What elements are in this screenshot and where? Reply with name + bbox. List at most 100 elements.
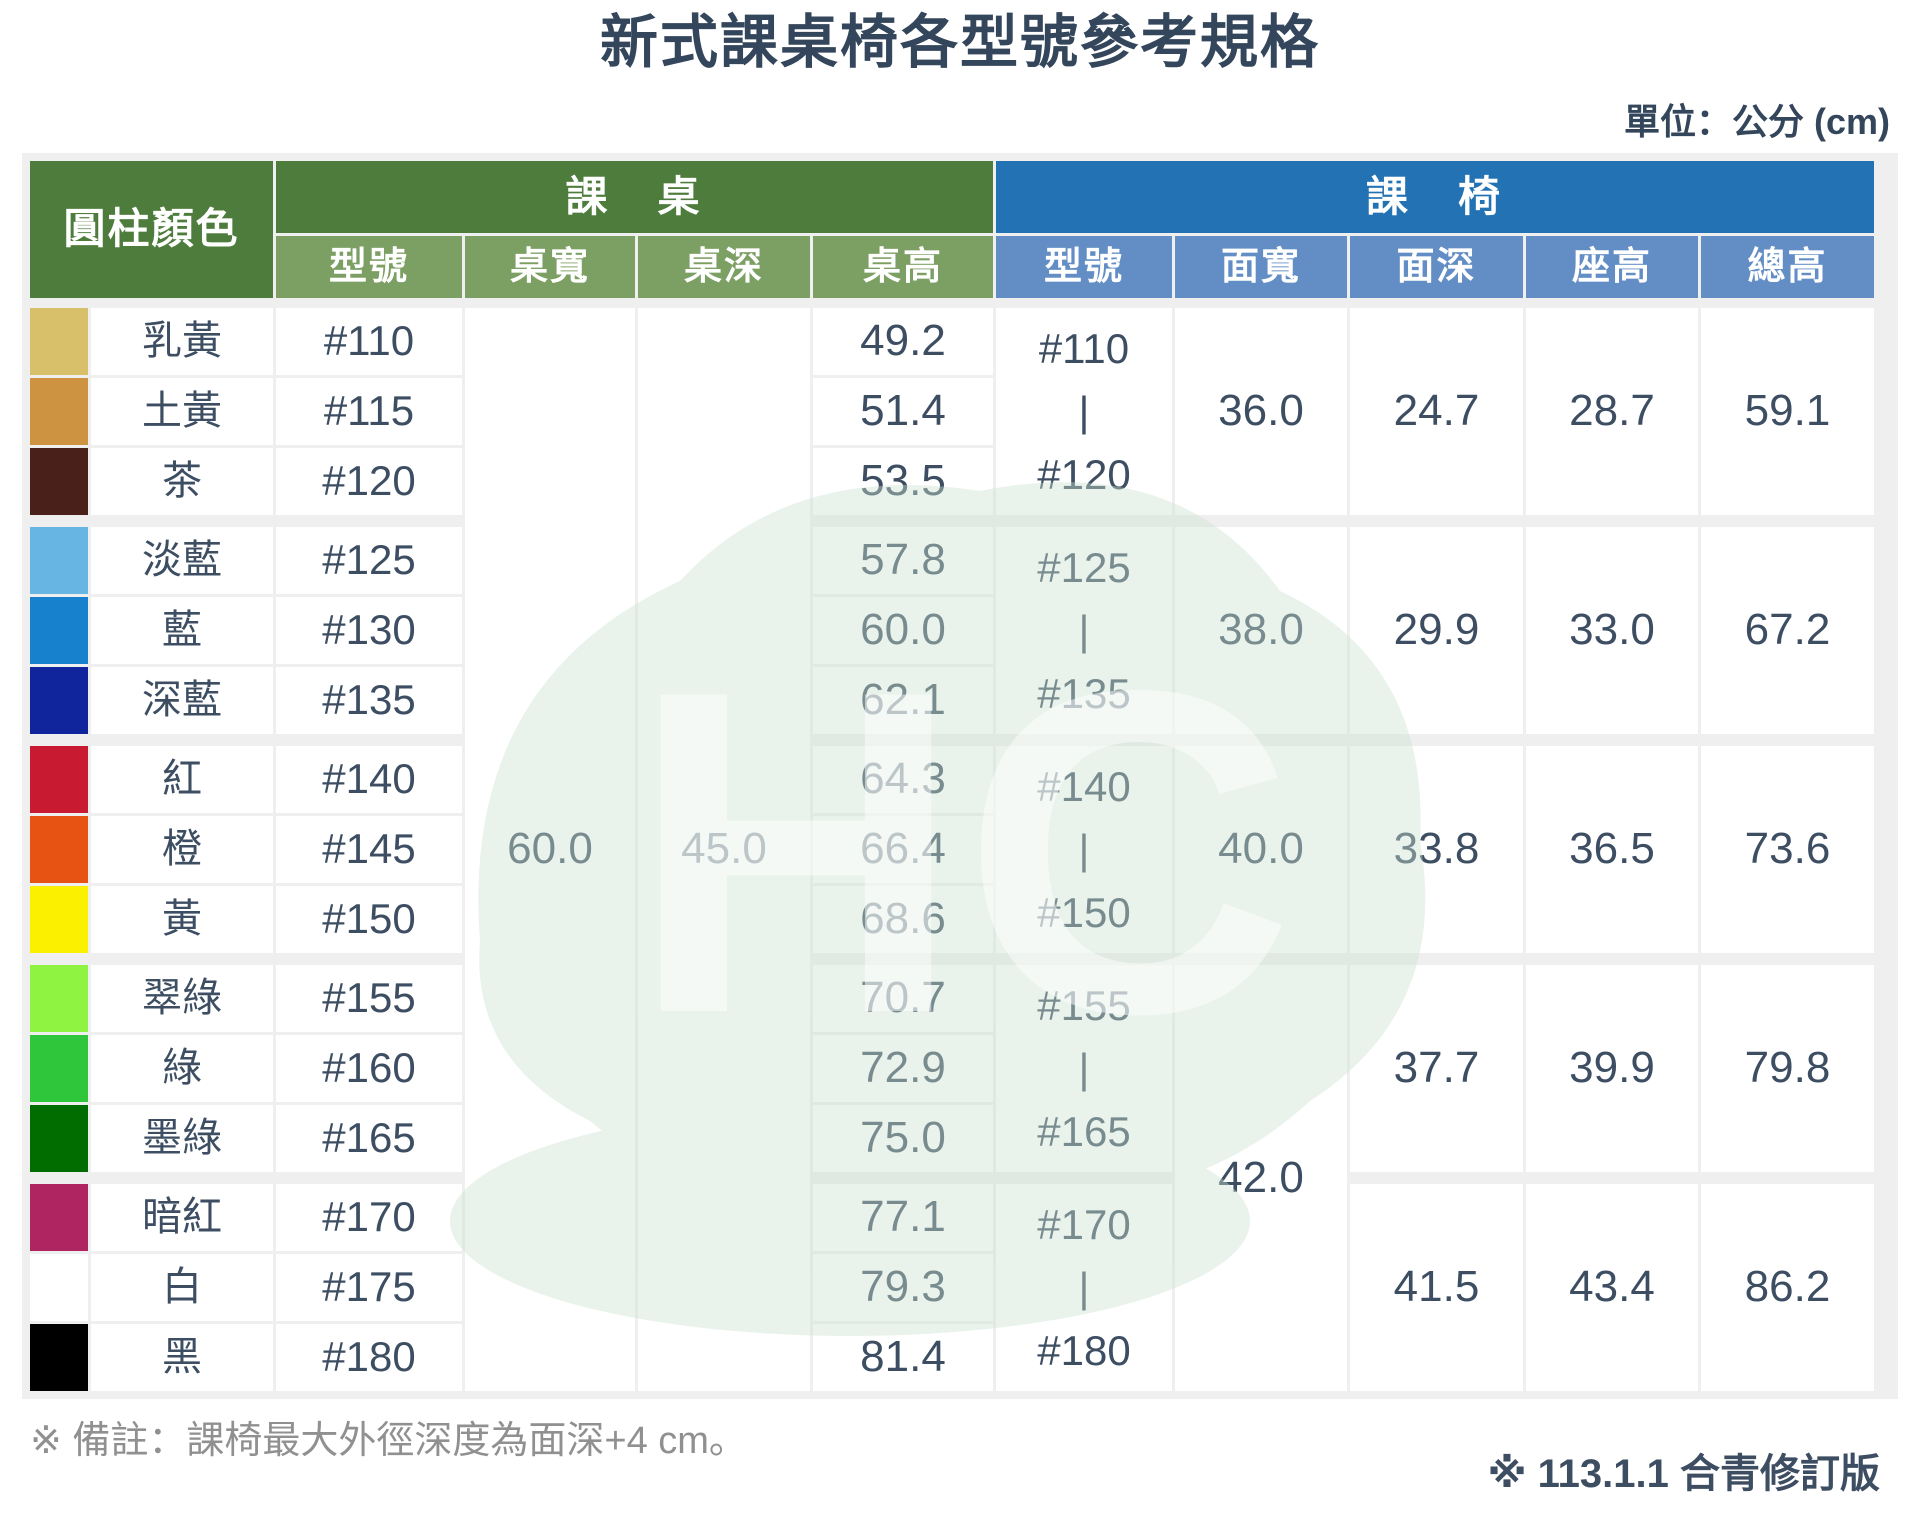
chair-col-header-4: 總高: [1701, 235, 1874, 298]
chair-model-range: #140 | #150: [996, 745, 1172, 953]
color-name: 白: [91, 1253, 273, 1321]
color-name: 翠綠: [91, 964, 273, 1032]
color-name: 藍: [91, 596, 273, 664]
color-swatch: [30, 666, 88, 734]
seat-width: 38.0: [1175, 526, 1347, 734]
color-name: 綠: [91, 1034, 273, 1102]
desk-height: 81.4: [813, 1323, 993, 1391]
color-name: 暗紅: [91, 1183, 273, 1251]
chair-section-header: 課 椅: [996, 160, 1874, 233]
color-name: 墨綠: [91, 1104, 273, 1172]
seat-height: 33.0: [1526, 526, 1698, 734]
desk-model: #150: [276, 885, 462, 953]
desk-height: 72.9: [813, 1034, 993, 1102]
seat-depth: 29.9: [1350, 526, 1523, 734]
chair-total-height: 67.2: [1701, 526, 1874, 734]
desk-model: #180: [276, 1323, 462, 1391]
seat-depth: 33.8: [1350, 745, 1523, 953]
seat-width: 36.0: [1175, 307, 1347, 515]
desk-model: #115: [276, 377, 462, 445]
color-swatch: [30, 745, 88, 813]
desk-model: #165: [276, 1104, 462, 1172]
chair-col-header-3: 座高: [1526, 235, 1698, 298]
desk-model: #135: [276, 666, 462, 734]
desk-col-header-3: 桌高: [813, 235, 993, 298]
seat-height: 36.5: [1526, 745, 1698, 953]
page-title: 新式課桌椅各型號參考規格: [599, 10, 1320, 75]
chair-model-range: #125 | #135: [996, 526, 1172, 734]
color-name: 深藍: [91, 666, 273, 734]
desk-section-header: 課 桌: [276, 160, 993, 233]
color-swatch: [30, 1253, 88, 1321]
seat-width-shared: 42.0: [1175, 964, 1347, 1391]
desk-height: 49.2: [813, 307, 993, 375]
chair-model-range: #170 | #180: [996, 1183, 1172, 1391]
desk-model: #155: [276, 964, 462, 1032]
color-name: 淡藍: [91, 526, 273, 594]
seat-height: 43.4: [1526, 1183, 1698, 1391]
seat-height: 39.9: [1526, 964, 1698, 1172]
desk-model: #130: [276, 596, 462, 664]
desk-height: 68.6: [813, 885, 993, 953]
chair-col-header-1: 面寬: [1175, 235, 1347, 298]
chair-total-height: 79.8: [1701, 964, 1874, 1172]
seat-depth: 41.5: [1350, 1183, 1523, 1391]
desk-height: 66.4: [813, 815, 993, 883]
color-name: 黃: [91, 885, 273, 953]
desk-height: 62.1: [813, 666, 993, 734]
desk-height: 53.5: [813, 447, 993, 515]
desk-height: 64.3: [813, 745, 993, 813]
chair-model-range: #155 | #165: [996, 964, 1172, 1172]
desk-model: #175: [276, 1253, 462, 1321]
desk-height: 57.8: [813, 526, 993, 594]
color-swatch: [30, 596, 88, 664]
spec-grid: 圓柱顏色課 桌課 椅型號 桌寬 桌深 桌高 型號 面寬 面深 座高 總高 乳黃 #110 49.2 土黃…: [30, 160, 1890, 1391]
color-swatch: [30, 815, 88, 883]
seat-depth: 37.7: [1350, 964, 1523, 1172]
desk-model: #125: [276, 526, 462, 594]
seat-height: 28.7: [1526, 307, 1698, 515]
chair-total-height: 73.6: [1701, 745, 1874, 953]
color-name: 土黃: [91, 377, 273, 445]
color-name: 茶: [91, 447, 273, 515]
desk-height: 77.1: [813, 1183, 993, 1251]
chair-total-height: 59.1: [1701, 307, 1874, 515]
desk-col-header-2: 桌深: [638, 235, 810, 298]
desk-col-header-0: 型號: [276, 235, 462, 298]
color-swatch: [30, 307, 88, 375]
color-name: 乳黃: [91, 307, 273, 375]
chair-total-height: 86.2: [1701, 1183, 1874, 1391]
desk-model: #140: [276, 745, 462, 813]
color-name: 紅: [91, 745, 273, 813]
color-swatch: [30, 1183, 88, 1251]
desk-height: 75.0: [813, 1104, 993, 1172]
color-name: 黑: [91, 1323, 273, 1391]
color-swatch: [30, 447, 88, 515]
desk-height: 70.7: [813, 964, 993, 1032]
chair-col-header-0: 型號: [996, 235, 1172, 298]
spec-table: 圓柱顏色課 桌課 椅型號 桌寬 桌深 桌高 型號 面寬 面深 座高 總高 乳黃 #110 49.2 土黃…: [22, 152, 1898, 1399]
spec-sheet: 新式課桌椅各型號參考規格 單位：公分 (cm) 圓柱顏色課 桌課 椅型號 桌寬 桌深…: [0, 10, 1920, 1534]
desk-model: #170: [276, 1183, 462, 1251]
color-swatch: [30, 885, 88, 953]
desk-width: 60.0: [465, 307, 635, 1391]
desk-height: 79.3: [813, 1253, 993, 1321]
desk-height: 51.4: [813, 377, 993, 445]
chair-model-range: #110 | #120: [996, 307, 1172, 515]
seat-width: 40.0: [1175, 745, 1347, 953]
desk-model: #145: [276, 815, 462, 883]
desk-depth: 45.0: [638, 307, 810, 1391]
color-swatch: [30, 377, 88, 445]
desk-model: #110: [276, 307, 462, 375]
seat-depth: 24.7: [1350, 307, 1523, 515]
color-swatch: [30, 1104, 88, 1172]
chair-col-header-2: 面深: [1350, 235, 1523, 298]
desk-model: #160: [276, 1034, 462, 1102]
color-swatch: [30, 1323, 88, 1391]
desk-col-header-1: 桌寬: [465, 235, 635, 298]
note: ※ 備註：課椅最大外徑深度為面深+4 cm。: [30, 1419, 747, 1462]
desk-height: 60.0: [813, 596, 993, 664]
color-name: 橙: [91, 815, 273, 883]
color-swatch: [30, 1034, 88, 1102]
revision-label: ※ 113.1.1 合青修訂版: [1487, 1451, 1880, 1496]
